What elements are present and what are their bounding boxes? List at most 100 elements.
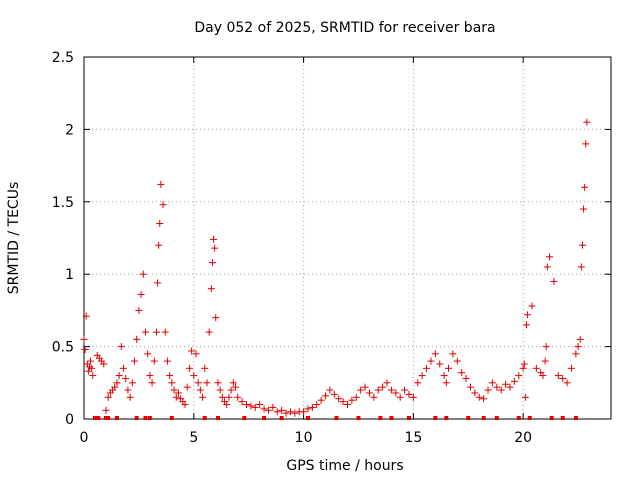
zero-marker <box>92 416 97 420</box>
data-point <box>159 201 167 209</box>
zero-marker <box>143 416 148 420</box>
data-point <box>207 285 215 293</box>
zero-marker <box>356 416 361 420</box>
data-point <box>392 389 400 397</box>
data-point <box>154 279 162 287</box>
data-point <box>409 393 417 401</box>
data-point <box>462 374 470 382</box>
data-point <box>102 406 110 414</box>
data-point <box>582 140 590 148</box>
data-point <box>326 386 334 394</box>
y-tick-label: 1 <box>65 267 74 283</box>
data-point <box>521 393 529 401</box>
data-point <box>82 312 90 320</box>
data-point <box>528 302 536 310</box>
x-tick-label: 10 <box>295 430 313 446</box>
zero-marker <box>549 416 554 420</box>
data-point <box>120 364 128 372</box>
data-point <box>546 253 554 261</box>
zero-marker <box>516 416 521 420</box>
grid-lines <box>84 57 611 419</box>
data-point <box>170 386 178 394</box>
data-point <box>539 372 547 380</box>
zero-marker <box>573 416 578 420</box>
data-point <box>352 393 360 401</box>
data-point <box>431 350 439 358</box>
x-tick-label: 20 <box>514 430 532 446</box>
data-point <box>251 403 259 411</box>
data-point <box>211 244 219 252</box>
data-point <box>515 372 523 380</box>
data-point <box>383 379 391 387</box>
data-point <box>475 393 483 401</box>
plot-frame <box>83 56 612 420</box>
data-point <box>88 364 96 372</box>
data-point <box>152 328 160 336</box>
data-point <box>423 364 431 372</box>
zero-marker <box>106 416 111 420</box>
data-point <box>436 360 444 368</box>
zero-marker <box>378 416 383 420</box>
zero-marker <box>494 416 499 420</box>
data-point <box>365 389 373 397</box>
data-point <box>269 403 277 411</box>
data-point <box>304 405 312 413</box>
x-tick-label: 15 <box>404 430 422 446</box>
data-point <box>335 395 343 403</box>
data-point <box>488 379 496 387</box>
data-point <box>480 395 488 403</box>
zero-marker <box>215 416 220 420</box>
data-point <box>146 372 154 380</box>
data-point <box>260 405 268 413</box>
zero-marker <box>202 416 207 420</box>
data-point <box>122 374 130 382</box>
data-point <box>210 235 218 243</box>
data-point <box>131 357 139 365</box>
data-point <box>166 372 174 380</box>
axis-ticks <box>83 56 611 420</box>
y-tick-label: 2 <box>65 122 74 138</box>
zero-marker <box>466 416 471 420</box>
data-point <box>524 311 532 319</box>
data-point <box>128 379 136 387</box>
data-point <box>87 357 95 365</box>
data-point <box>199 393 207 401</box>
data-point <box>203 379 211 387</box>
x-axis-label: GPS time / hours <box>286 458 403 474</box>
data-point <box>183 383 191 391</box>
data-point <box>264 406 272 414</box>
data-point <box>174 389 182 397</box>
data-point <box>229 379 237 387</box>
data-point <box>442 379 450 387</box>
data-point <box>580 205 588 213</box>
data-point <box>497 386 505 394</box>
data-point <box>104 393 112 401</box>
zero-marker <box>242 416 247 420</box>
x-tick-label: 0 <box>80 430 89 446</box>
data-point <box>139 270 147 278</box>
data-point <box>286 408 294 416</box>
data-point <box>572 350 580 358</box>
data-point <box>232 383 240 391</box>
data-point <box>471 389 479 397</box>
data-point <box>543 263 551 271</box>
data-point <box>205 328 213 336</box>
data-point <box>542 343 550 351</box>
data-point <box>427 357 435 365</box>
data-point <box>418 372 426 380</box>
data-point <box>348 396 356 404</box>
zero-marker <box>147 416 152 420</box>
data-point <box>308 403 316 411</box>
zero-marker <box>305 416 310 420</box>
data-point <box>218 393 226 401</box>
data-point <box>148 379 156 387</box>
data-point <box>466 383 474 391</box>
data-point <box>126 393 134 401</box>
zero-marker <box>114 416 119 420</box>
data-point <box>581 183 589 191</box>
zero-marker <box>103 416 108 420</box>
data-point <box>532 364 540 372</box>
data-point <box>161 328 169 336</box>
zero-marker <box>481 416 486 420</box>
data-point <box>214 379 222 387</box>
